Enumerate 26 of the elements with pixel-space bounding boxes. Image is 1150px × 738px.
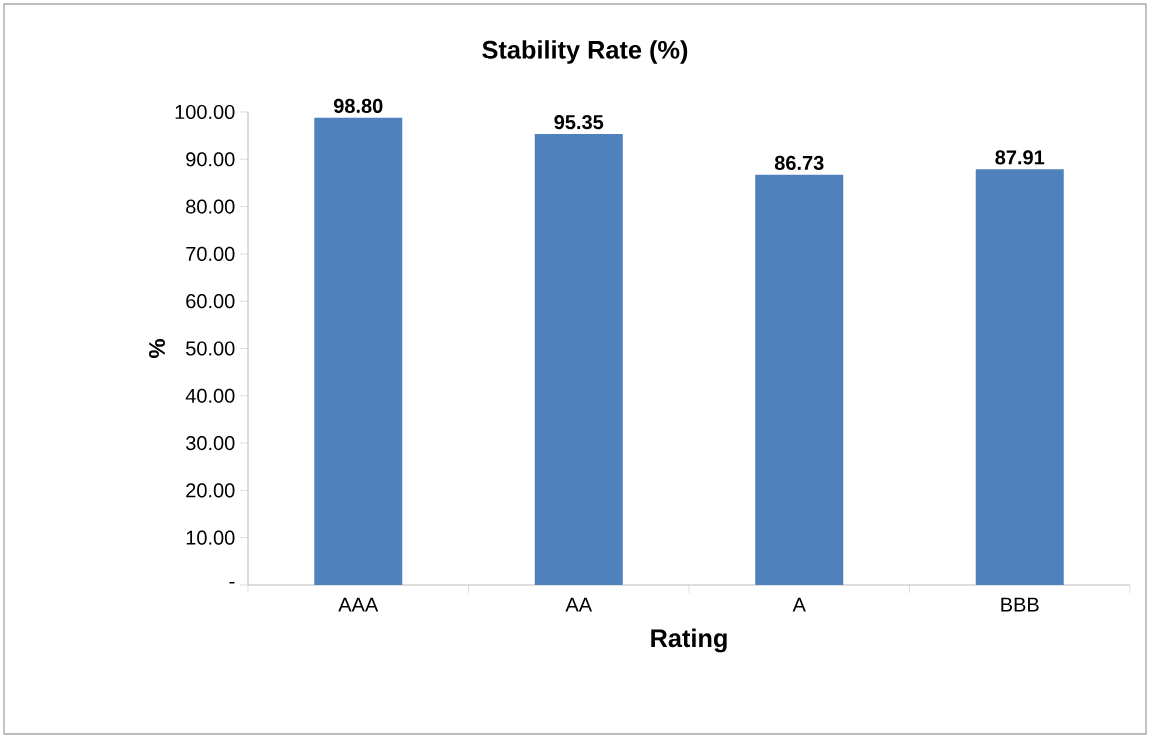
y-tick-label: 70.00 bbox=[186, 246, 235, 261]
y-axis-title: % bbox=[149, 339, 165, 358]
y-tick-label: 30.00 bbox=[186, 436, 235, 451]
y-tick-label: 90.00 bbox=[186, 152, 235, 167]
bar bbox=[755, 174, 844, 585]
y-tick-label: 60.00 bbox=[186, 294, 235, 309]
y-tick-label: 10.00 bbox=[186, 530, 235, 545]
y-tick-label: - bbox=[229, 581, 235, 584]
bar bbox=[534, 133, 623, 585]
y-tick-label: 80.00 bbox=[186, 199, 235, 214]
data-label: 98.80 bbox=[333, 98, 383, 113]
x-tick-label: BBB bbox=[1001, 597, 1039, 612]
bar bbox=[975, 169, 1064, 585]
y-tick-label: 20.00 bbox=[186, 483, 235, 498]
y-tick-label: 50.00 bbox=[186, 341, 235, 356]
data-label: 86.73 bbox=[774, 155, 824, 171]
chart-title: Stability Rate (%) bbox=[482, 40, 688, 64]
y-tick-label: 40.00 bbox=[185, 388, 235, 403]
data-label: 87.91 bbox=[995, 150, 1045, 165]
x-tick-label: AAA bbox=[338, 597, 379, 612]
x-tick-label: AA bbox=[565, 597, 593, 612]
x-axis-title: Rating bbox=[651, 628, 727, 653]
y-tick-label: 100.00 bbox=[175, 104, 235, 120]
data-label: 95.35 bbox=[554, 115, 604, 130]
bar bbox=[314, 117, 403, 585]
x-tick-label: A bbox=[792, 597, 806, 612]
